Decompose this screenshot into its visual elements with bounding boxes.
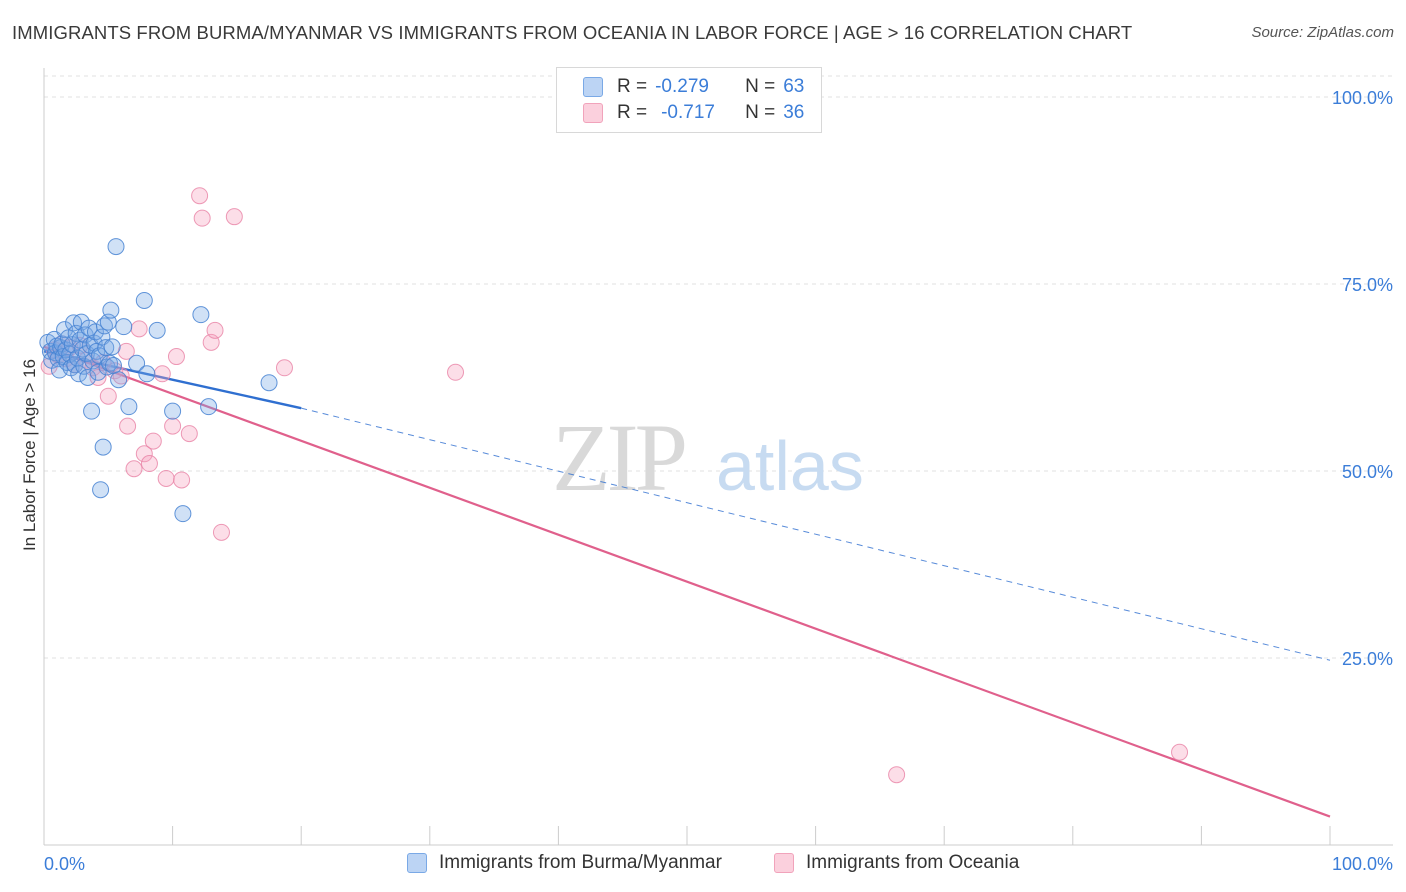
point-burma — [110, 371, 128, 389]
source-label: Source: ZipAtlas.com — [1251, 24, 1394, 41]
point-oceania — [193, 209, 211, 227]
x-tick-label-end: 100.0% — [1332, 854, 1393, 874]
point-oceania — [180, 425, 198, 443]
trend-line-burma — [43, 350, 302, 410]
legend-row-oceania: R = -0.717 N = 36 — [583, 101, 804, 125]
x-tick-label-start: 0.0% — [44, 854, 85, 874]
trend-lines — [43, 345, 1331, 818]
point-oceania — [99, 387, 117, 405]
point-burma — [97, 339, 115, 357]
tick-labels: 25.0% 50.0% 75.0% 100.0% 0.0% 100.0% — [44, 88, 1393, 874]
y-tick-label: 100.0% — [1332, 88, 1393, 108]
point-oceania — [173, 471, 191, 489]
legend-n-value: 63 — [783, 76, 805, 97]
bottom-legend-swatch-blue — [407, 853, 427, 873]
point-burma — [260, 374, 278, 392]
point-oceania — [225, 208, 243, 226]
point-oceania — [212, 523, 230, 541]
legend-r-value: -0.717 — [661, 102, 715, 123]
point-oceania — [135, 445, 153, 463]
point-burma — [148, 321, 166, 339]
watermark: ZIP atlas — [552, 404, 864, 511]
axes — [43, 68, 1393, 846]
legend-n-label: N = — [745, 76, 776, 97]
bottom-legend-swatch-pink — [774, 853, 794, 873]
y-tick-label: 25.0% — [1342, 649, 1393, 669]
point-oceania — [167, 348, 185, 366]
point-burma — [79, 369, 97, 386]
legend-swatch-pink — [583, 103, 603, 123]
legend-r-label: R = — [617, 76, 648, 97]
point-oceania — [119, 417, 137, 435]
point-burma — [61, 345, 79, 363]
legend-r-value: -0.279 — [655, 76, 709, 97]
chart-title: IMMIGRANTS FROM BURMA/MYANMAR VS IMMIGRA… — [12, 22, 1133, 43]
point-burma — [104, 357, 122, 375]
y-tick-label: 50.0% — [1342, 462, 1393, 482]
point-oceania — [153, 365, 171, 383]
y-tick-label: 75.0% — [1342, 275, 1393, 295]
correlation-legend: R = -0.279 N = 63 R = -0.717 N = 36 — [556, 67, 822, 133]
point-oceania — [164, 417, 182, 435]
point-burma — [107, 238, 125, 256]
point-burma — [102, 301, 120, 319]
bottom-legend-burma: Immigrants from Burma/Myanmar — [407, 852, 722, 874]
point-oceania — [275, 359, 293, 377]
trend-line-oceania — [43, 345, 1331, 818]
legend-n-label: N = — [745, 102, 776, 123]
point-burma — [103, 338, 121, 356]
watermark-zip: ZIP — [552, 404, 685, 511]
point-burma — [93, 328, 111, 346]
point-oceania — [206, 321, 224, 339]
bottom-legend-label-oceania: Immigrants from Oceania — [806, 852, 1020, 873]
point-burma — [192, 306, 210, 324]
point-oceania — [191, 187, 209, 205]
point-oceania — [888, 766, 906, 784]
point-oceania — [447, 363, 465, 381]
bottom-legend-label-burma: Immigrants from Burma/Myanmar — [439, 852, 722, 873]
point-oceania — [125, 460, 143, 478]
grid-lines — [44, 75, 1393, 659]
point-burma — [128, 354, 146, 372]
legend-r-label: R = — [617, 102, 648, 123]
point-burma — [92, 481, 110, 499]
point-burma — [120, 398, 138, 416]
legend-swatch-blue — [583, 77, 603, 97]
point-burma — [89, 363, 107, 381]
bottom-legend-oceania: Immigrants from Oceania — [774, 852, 1019, 874]
point-oceania — [140, 455, 158, 473]
point-burma — [115, 318, 133, 336]
point-burma — [138, 365, 156, 383]
point-burma — [83, 402, 101, 420]
legend-row-burma: R = -0.279 N = 63 — [583, 75, 804, 99]
watermark-atlas: atlas — [716, 427, 864, 505]
point-burma — [200, 398, 218, 416]
point-burma — [174, 505, 192, 523]
point-oceania — [144, 432, 162, 450]
point-burma — [75, 357, 93, 375]
legend-n-value: 36 — [783, 102, 805, 123]
point-burma — [94, 438, 112, 456]
point-oceania — [130, 320, 148, 338]
y-axis-label: In Labor Force | Age > 16 — [20, 358, 39, 552]
point-burma — [164, 402, 182, 420]
data-points — [39, 187, 1189, 784]
point-oceania — [157, 469, 175, 487]
trend-line-burma-extrapolated — [301, 407, 1331, 661]
point-oceania — [1171, 743, 1189, 761]
point-burma — [135, 291, 153, 309]
point-burma — [66, 356, 84, 374]
